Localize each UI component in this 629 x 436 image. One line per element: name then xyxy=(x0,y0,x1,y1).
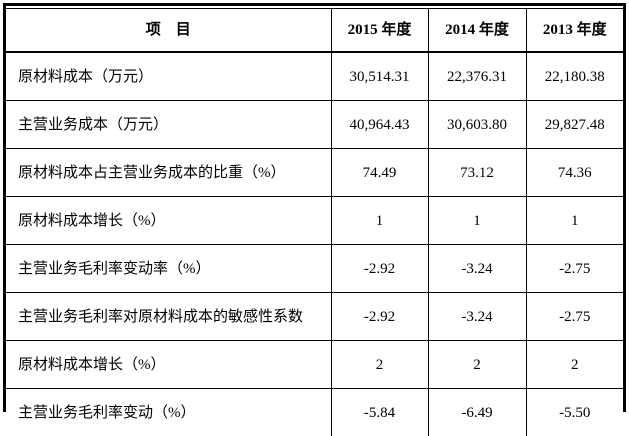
value-cell-2014: 1 xyxy=(428,197,526,245)
value-cell-2015: -5.84 xyxy=(331,389,428,436)
value-cell-2013: 29,827.48 xyxy=(526,101,623,149)
table-row: 原材料成本增长（%） 2 2 2 xyxy=(6,341,623,389)
value-cell-2013: 1 xyxy=(526,197,623,245)
table-row: 原材料成本增长（%） 1 1 1 xyxy=(6,197,623,245)
value-cell-2013: 74.36 xyxy=(526,149,623,197)
value-cell-2015: -2.92 xyxy=(331,293,428,341)
table-body: 原材料成本（万元） 30,514.31 22,376.31 22,180.38 … xyxy=(6,52,623,436)
value-cell-2013: -2.75 xyxy=(526,245,623,293)
value-cell-2014: -3.24 xyxy=(428,245,526,293)
row-label: 原材料成本（万元） xyxy=(6,52,331,101)
value-cell-2015: 30,514.31 xyxy=(331,52,428,101)
value-cell-2015: 74.49 xyxy=(331,149,428,197)
value-cell-2014: -3.24 xyxy=(428,293,526,341)
row-label: 原材料成本增长（%） xyxy=(6,341,331,389)
value-cell-2014: 30,603.80 xyxy=(428,101,526,149)
table-inner-rule: 项 目 2015 年度 2014 年度 2013 年度 原材料成本（万元） 30… xyxy=(6,8,623,409)
value-cell-2013: 2 xyxy=(526,341,623,389)
value-cell-2015: 2 xyxy=(331,341,428,389)
row-label: 原材料成本增长（%） xyxy=(6,197,331,245)
column-header-2013: 2013 年度 xyxy=(526,9,623,52)
column-header-item: 项 目 xyxy=(6,9,331,52)
table-row: 主营业务毛利率变动（%） -5.84 -6.49 -5.50 xyxy=(6,389,623,436)
table-row: 主营业务成本（万元） 40,964.43 30,603.80 29,827.48 xyxy=(6,101,623,149)
column-header-2015: 2015 年度 xyxy=(331,9,428,52)
value-cell-2014: 2 xyxy=(428,341,526,389)
header-row: 项 目 2015 年度 2014 年度 2013 年度 xyxy=(6,9,623,52)
row-label: 主营业务毛利率变动（%） xyxy=(6,389,331,436)
financial-table: 项 目 2015 年度 2014 年度 2013 年度 原材料成本（万元） 30… xyxy=(6,9,623,436)
table-row: 主营业务毛利率变动率（%） -2.92 -3.24 -2.75 xyxy=(6,245,623,293)
table-row: 原材料成本占主营业务成本的比重（%） 74.49 73.12 74.36 xyxy=(6,149,623,197)
value-cell-2013: -5.50 xyxy=(526,389,623,436)
document-page: 项 目 2015 年度 2014 年度 2013 年度 原材料成本（万元） 30… xyxy=(0,0,629,415)
row-label: 主营业务毛利率对原材料成本的敏感性系数 xyxy=(6,293,331,341)
value-cell-2013: 22,180.38 xyxy=(526,52,623,101)
value-cell-2014: -6.49 xyxy=(428,389,526,436)
value-cell-2015: -2.92 xyxy=(331,245,428,293)
value-cell-2014: 22,376.31 xyxy=(428,52,526,101)
column-header-2014: 2014 年度 xyxy=(428,9,526,52)
table-header: 项 目 2015 年度 2014 年度 2013 年度 xyxy=(6,9,623,52)
table-row: 原材料成本（万元） 30,514.31 22,376.31 22,180.38 xyxy=(6,52,623,101)
row-label: 原材料成本占主营业务成本的比重（%） xyxy=(6,149,331,197)
value-cell-2015: 1 xyxy=(331,197,428,245)
table-outer-rule: 项 目 2015 年度 2014 年度 2013 年度 原材料成本（万元） 30… xyxy=(3,3,626,412)
table-row: 主营业务毛利率对原材料成本的敏感性系数 -2.92 -3.24 -2.75 xyxy=(6,293,623,341)
row-label: 主营业务成本（万元） xyxy=(6,101,331,149)
value-cell-2013: -2.75 xyxy=(526,293,623,341)
value-cell-2015: 40,964.43 xyxy=(331,101,428,149)
value-cell-2014: 73.12 xyxy=(428,149,526,197)
row-label: 主营业务毛利率变动率（%） xyxy=(6,245,331,293)
